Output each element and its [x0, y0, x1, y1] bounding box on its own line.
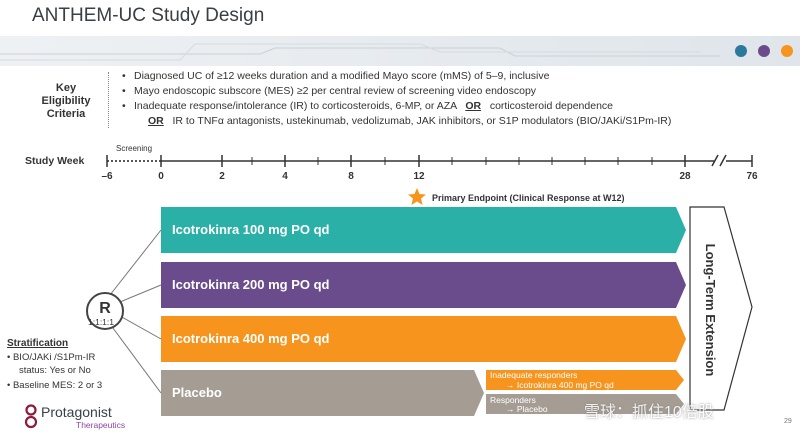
watermark: 雪球：抓住10倍股 — [584, 404, 714, 421]
inadequate-responders-label: Inadequate responders — [490, 370, 578, 380]
bullet: • — [122, 85, 126, 97]
bullet: • — [7, 380, 11, 391]
tick-label: 28 — [679, 171, 691, 182]
key-label-line: Eligibility — [41, 95, 91, 107]
criteria-text: IR to TNFα antagonists, ustekinumab, ved… — [172, 115, 672, 127]
axis-break — [711, 154, 719, 167]
arm-label: Icotrokinra 100 mg PO qd — [172, 222, 330, 237]
criteria-item: OR IR to TNFα antagonists, ustekinumab, … — [148, 115, 671, 127]
tick-label: 4 — [282, 171, 288, 182]
responders-label: → Placebo — [506, 404, 548, 414]
accent-dot-purple — [758, 45, 770, 57]
bullet: • — [7, 352, 11, 363]
accent-dot-teal — [735, 45, 747, 57]
inadequate-responders-label: → Icotrokinra 400 mg PO qd — [506, 380, 614, 390]
criteria-item: • Mayo endoscopic subscore (MES) ≥2 per … — [122, 85, 537, 97]
page-title: ANTHEM-UC Study Design — [32, 5, 265, 26]
long-term-extension-label-wrap: Long-Term Extension — [703, 244, 718, 377]
randomization-ratio: 1:1:1:1 — [88, 317, 114, 327]
timeline-ticks — [106, 155, 753, 167]
criteria-text: Inadequate response/intolerance (IR) to … — [134, 100, 457, 112]
randomization-line — [109, 323, 162, 394]
stratification-item: • Baseline MES: 2 or 3 — [7, 380, 102, 391]
tick-label: 12 — [413, 171, 425, 182]
tick-label: 0 — [158, 171, 164, 182]
randomization-line — [119, 315, 162, 340]
stratification-text: Baseline MES: 2 or 3 — [12, 380, 103, 391]
screening-label: Screening — [116, 144, 153, 153]
arm-label: Icotrokinra 400 mg PO qd — [172, 331, 330, 346]
arm-label: Icotrokinra 200 mg PO qd — [172, 277, 330, 292]
randomization-line — [109, 229, 162, 296]
criteria-item: • Diagnosed UC of ≥12 weeks duration and… — [122, 70, 550, 82]
stratification-item: status: Yes or No — [19, 365, 91, 376]
bullet: • — [122, 70, 126, 82]
star-icon — [408, 188, 426, 205]
tick-label: 8 — [348, 171, 354, 182]
criteria-text: Mayo endoscopic subscore (MES) ≥2 per ce… — [134, 85, 537, 97]
tick-label: 2 — [219, 171, 225, 182]
or-connector: OR — [465, 100, 482, 112]
responders-label: Responders — [490, 395, 536, 405]
stratification-text: BIO/JAKi /S1Pm-IR — [12, 352, 96, 363]
criteria-text: Diagnosed UC of ≥12 weeks duration and a… — [134, 70, 550, 82]
key-eligibility-label: Key Eligibility Criteria — [30, 82, 102, 121]
stratification-title: Stratification — [7, 338, 69, 349]
long-term-extension-label: Long-Term Extension — [703, 244, 718, 377]
criteria-divider — [108, 72, 109, 128]
randomization-symbol: R — [99, 300, 111, 317]
randomization-circle: R — [86, 292, 124, 330]
tick-label: 76 — [746, 171, 758, 182]
stratification-item: • BIO/JAKi /S1Pm-IR — [7, 352, 95, 363]
bullet: • — [122, 100, 126, 112]
page-number: 29 — [784, 418, 792, 425]
accent-dot-orange — [781, 45, 793, 57]
logo-name: Protagonist — [41, 404, 112, 420]
or-connector: OR — [148, 115, 164, 127]
axis-break — [719, 154, 727, 167]
arm-label: Placebo — [172, 385, 222, 400]
tick-label: –6 — [101, 171, 113, 182]
key-label-line: Key — [55, 82, 77, 94]
key-label-line: Criteria — [46, 108, 86, 120]
primary-endpoint-label: Primary Endpoint (Clinical Response at W… — [432, 193, 625, 203]
randomization-line — [119, 284, 162, 303]
criteria-item: • Inadequate response/intolerance (IR) t… — [122, 100, 614, 112]
study-week-label: Study Week — [25, 155, 85, 167]
criteria-text: corticosteroid dependence — [489, 100, 614, 112]
protagonist-logo-icon — [24, 404, 38, 429]
header-banner — [0, 36, 800, 66]
stratification-text: status: Yes or No — [19, 365, 91, 376]
logo-subtitle: Therapeutics — [76, 420, 126, 430]
